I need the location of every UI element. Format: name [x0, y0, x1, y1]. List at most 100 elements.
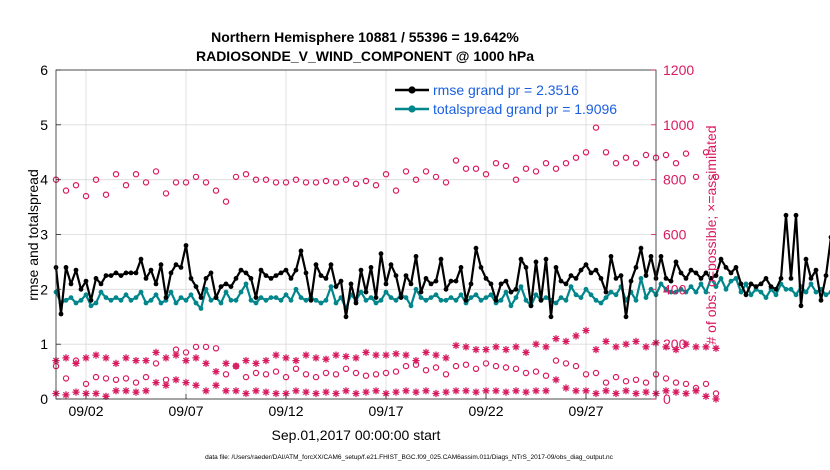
totalspread-point: [218, 300, 224, 306]
rmse-point: [128, 270, 134, 276]
possible-obs-marker: [162, 190, 170, 197]
possible-obs-marker: [662, 151, 670, 159]
possible-obs-marker: [482, 360, 490, 367]
possible-obs-marker: [102, 191, 110, 198]
assimilated-obs-marker: [712, 395, 720, 403]
rmse-point: [448, 278, 454, 284]
rmse-point: [113, 270, 119, 276]
possible-obs-marker: [202, 179, 210, 186]
possible-obs-marker: [612, 373, 620, 381]
possible-obs-marker: [242, 170, 250, 178]
assimilated-obs-marker: [232, 362, 240, 370]
y-right-tick-label: 400: [663, 281, 687, 297]
rmse-point: [808, 276, 814, 281]
rmse-point: [88, 297, 94, 303]
rmse-point: [243, 270, 249, 276]
assimilated-obs-marker: [272, 389, 280, 398]
totalspread-point: [158, 300, 164, 306]
totalspread-point: [568, 284, 574, 289]
rmse-point: [363, 289, 369, 295]
assimilated-obs-marker: [202, 387, 210, 395]
x-tick-label: 09/02: [68, 403, 103, 419]
totalspread-point: [288, 297, 294, 303]
possible-obs-marker: [552, 357, 560, 364]
rmse-point: [793, 212, 799, 218]
assimilated-obs-marker: [412, 388, 420, 396]
assimilated-obs-marker: [292, 357, 300, 365]
totalspread-point: [433, 292, 439, 298]
totalspread-point: [123, 292, 129, 298]
totalspread-point: [763, 295, 769, 300]
totalspread-point: [663, 286, 669, 292]
assimilated-obs-marker: [272, 351, 280, 359]
totalspread-point: [388, 295, 394, 300]
totalspread-point: [208, 297, 214, 303]
totalspread-point: [523, 297, 529, 303]
y-left-tick-label: 5: [40, 117, 48, 133]
totalspread-point: [228, 297, 234, 303]
rmse-point: [393, 273, 399, 278]
totalspread-point: [198, 306, 204, 311]
totalspread-point: [373, 300, 379, 306]
assimilated-obs-marker: [282, 354, 290, 362]
possible-obs-marker: [582, 149, 590, 156]
totalspread-point: [733, 276, 739, 281]
possible-obs-marker: [522, 165, 530, 172]
rmse-point: [638, 245, 644, 251]
assimilated-obs-marker: [562, 337, 570, 345]
rmse-point: [228, 284, 234, 289]
totalspread-point: [283, 292, 289, 298]
possible-obs-marker: [212, 345, 220, 352]
possible-obs-marker: [312, 373, 320, 381]
rmse-point: [823, 273, 829, 278]
assimilated-obs-marker: [122, 387, 130, 395]
rmse-point: [273, 273, 279, 278]
possible-obs-marker: [492, 159, 500, 167]
possible-obs-marker: [662, 375, 670, 382]
assimilated-obs-marker: [532, 387, 540, 395]
assimilated-obs-marker: [152, 378, 160, 387]
rmse-point: [413, 254, 419, 259]
totalspread-point: [588, 292, 594, 298]
legend-rmse-label: rmse grand pr = 2.3516: [433, 82, 579, 98]
rmse-point: [708, 276, 714, 281]
totalspread-point: [318, 300, 324, 306]
totalspread-point: [368, 295, 374, 300]
assimilated-obs-marker: [462, 387, 470, 395]
assimilated-obs-marker: [642, 343, 650, 351]
totalspread-point: [223, 289, 229, 295]
assimilated-obs-marker: [392, 350, 400, 358]
assimilated-obs-marker: [382, 351, 390, 359]
totalspread-point: [428, 295, 434, 300]
rmse-point: [723, 265, 729, 270]
assimilated-obs-marker: [422, 387, 430, 395]
rmse-point: [253, 295, 259, 300]
rmse-point: [713, 273, 719, 278]
totalspread-point: [788, 286, 794, 292]
totalspread-point: [673, 289, 679, 295]
assimilated-obs-marker: [92, 351, 100, 359]
y-left-tick-label: 4: [40, 172, 48, 188]
assimilated-obs-marker: [432, 389, 440, 398]
rmse-point: [408, 281, 414, 287]
rmse-point: [58, 311, 64, 317]
assimilated-obs-marker: [532, 340, 540, 348]
possible-obs-marker: [632, 159, 640, 167]
possible-obs-marker: [372, 371, 380, 378]
rmse-point: [603, 289, 609, 295]
rmse-point: [278, 270, 284, 276]
possible-obs-marker: [332, 179, 340, 186]
possible-obs-marker: [632, 376, 640, 383]
rmse-point: [188, 276, 194, 281]
totalspread-point: [793, 292, 799, 298]
rmse-point: [78, 286, 84, 292]
totalspread-point: [233, 297, 239, 303]
rmse-point: [743, 292, 749, 298]
totalspread-point: [728, 278, 734, 284]
totalspread-point: [193, 300, 199, 306]
possible-obs-marker: [692, 173, 700, 181]
rmse-point: [528, 303, 534, 309]
rmse-point: [108, 273, 114, 278]
assimilated-obs-marker: [542, 343, 550, 351]
rmse-point: [288, 276, 294, 281]
